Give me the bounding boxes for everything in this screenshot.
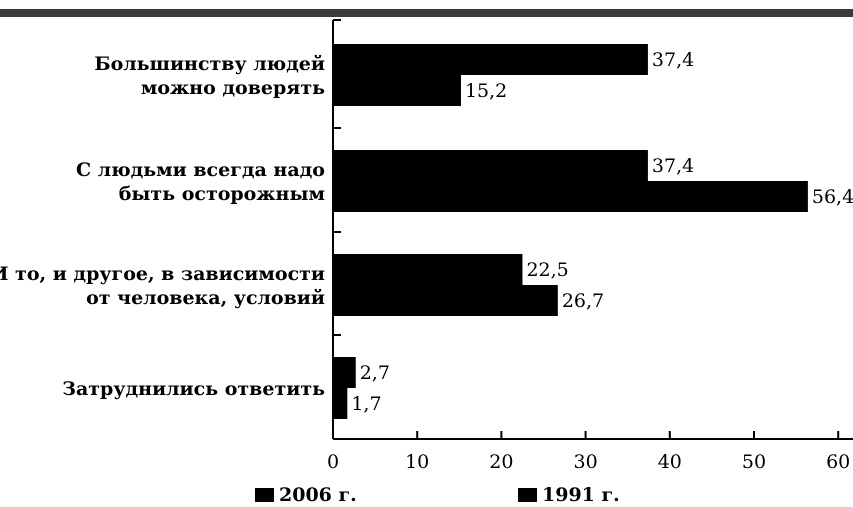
category-label-2-line-1: от человека, условий — [86, 287, 325, 309]
bar-2-series-1 — [333, 285, 558, 316]
x-tick-label-1: 10 — [405, 451, 429, 473]
legend-swatch-2006 — [255, 488, 274, 502]
x-tick-label-5: 50 — [742, 451, 766, 473]
legend-item-2006: 2006 г. — [255, 484, 357, 506]
value-label-2-series-0: 22,5 — [526, 259, 568, 281]
category-label-0-line-1: можно доверять — [141, 77, 325, 99]
x-tick-label-6: 60 — [826, 451, 850, 473]
category-label-2-line-0: И то, и другое, в зависимости — [0, 263, 325, 285]
x-tick-label-0: 0 — [327, 451, 339, 473]
category-label-1-line-0: С людьми всегда надо — [76, 159, 325, 181]
legend-swatch-1991 — [518, 488, 537, 502]
bar-3-series-1 — [333, 388, 348, 419]
category-label-1-line-1: быть осторожным — [119, 183, 325, 205]
bar-chart: 37,4 37,4 22,5 2,7 15,2 56,4 26,7 1,7 Большинств… — [0, 19, 853, 473]
x-tick-label-3: 30 — [574, 451, 598, 473]
value-label-1-series-1: 56,4 — [812, 186, 853, 208]
legend-item-1991: 1991 г. — [518, 484, 620, 506]
value-label-0-series-0: 37,4 — [652, 49, 694, 71]
bar-0-series-0 — [333, 44, 648, 75]
value-label-1-series-0: 37,4 — [652, 155, 694, 177]
bar-1-series-0 — [333, 150, 648, 181]
value-label-2-series-1: 26,7 — [562, 290, 604, 312]
value-label-3-series-1: 1,7 — [351, 393, 381, 415]
value-label-0-series-1: 15,2 — [465, 80, 507, 102]
legend-label-1991: 1991 г. — [542, 484, 620, 506]
x-tick-label-2: 20 — [489, 451, 513, 473]
category-label-3-line-0: Затруднились ответить — [62, 378, 325, 400]
bar-0-series-1 — [333, 75, 461, 106]
legend-label-2006: 2006 г. — [279, 484, 357, 506]
bar-1-series-1 — [333, 181, 808, 212]
bar-2-series-0 — [333, 254, 523, 285]
bar-3-series-0 — [333, 357, 356, 388]
x-tick-label-4: 40 — [658, 451, 682, 473]
top-border-rule — [0, 9, 853, 17]
value-label-3-series-0: 2,7 — [360, 362, 390, 384]
category-label-0-line-0: Большинству людей — [94, 53, 325, 75]
